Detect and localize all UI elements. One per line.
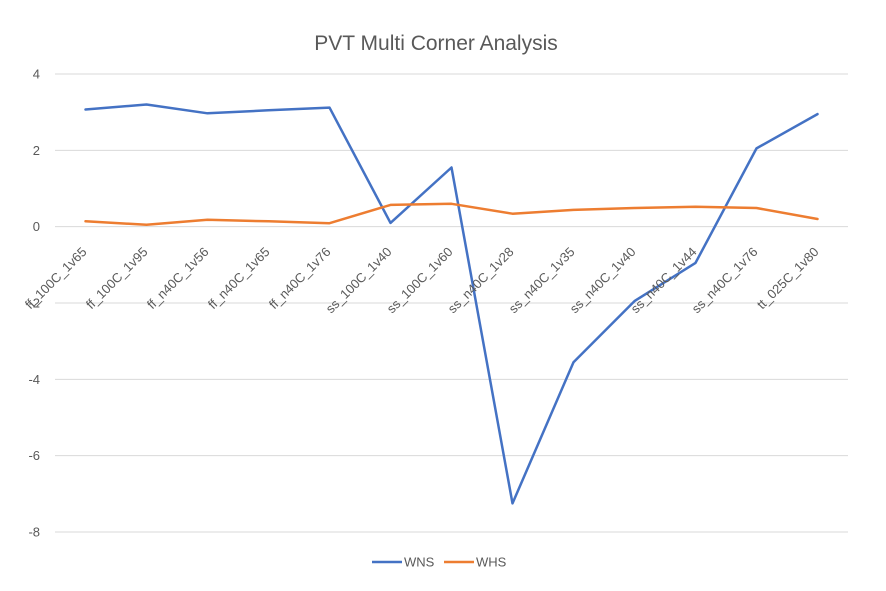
x-tick-label: ff_n40C_1v65 bbox=[205, 244, 273, 312]
legend-label-whs: WHS bbox=[476, 555, 507, 570]
y-tick-label: 2 bbox=[33, 143, 40, 158]
y-tick-label: -6 bbox=[28, 448, 40, 463]
series-line-whs bbox=[84, 202, 819, 227]
x-tick-label: ff_n40C_1v56 bbox=[144, 244, 212, 312]
y-tick-label: -8 bbox=[28, 525, 40, 540]
y-tick-label: -4 bbox=[28, 372, 40, 387]
x-tick-label: tt_025C_1v80 bbox=[754, 244, 822, 312]
x-tick-label: ff_100C_1v95 bbox=[83, 244, 151, 312]
y-tick-label: 0 bbox=[33, 219, 40, 234]
legend-label-wns: WNS bbox=[404, 555, 435, 570]
gridlines bbox=[55, 73, 848, 533]
chart-title: PVT Multi Corner Analysis bbox=[314, 32, 558, 55]
y-tick-label: -2 bbox=[28, 296, 40, 311]
x-axis-ticks: ff_100C_1v65ff_100C_1v95ff_n40C_1v56ff_n… bbox=[22, 244, 822, 316]
series-lines bbox=[84, 103, 819, 505]
x-tick-label: ff_100C_1v65 bbox=[22, 244, 90, 312]
legend: WNS WHS bbox=[372, 555, 507, 570]
y-tick-label: 4 bbox=[33, 67, 40, 82]
series-line-wns bbox=[84, 103, 819, 505]
y-axis-ticks: -8 -6 -4 -2 0 2 4 bbox=[28, 67, 40, 540]
x-tick-label: ff_n40C_1v76 bbox=[266, 244, 334, 312]
